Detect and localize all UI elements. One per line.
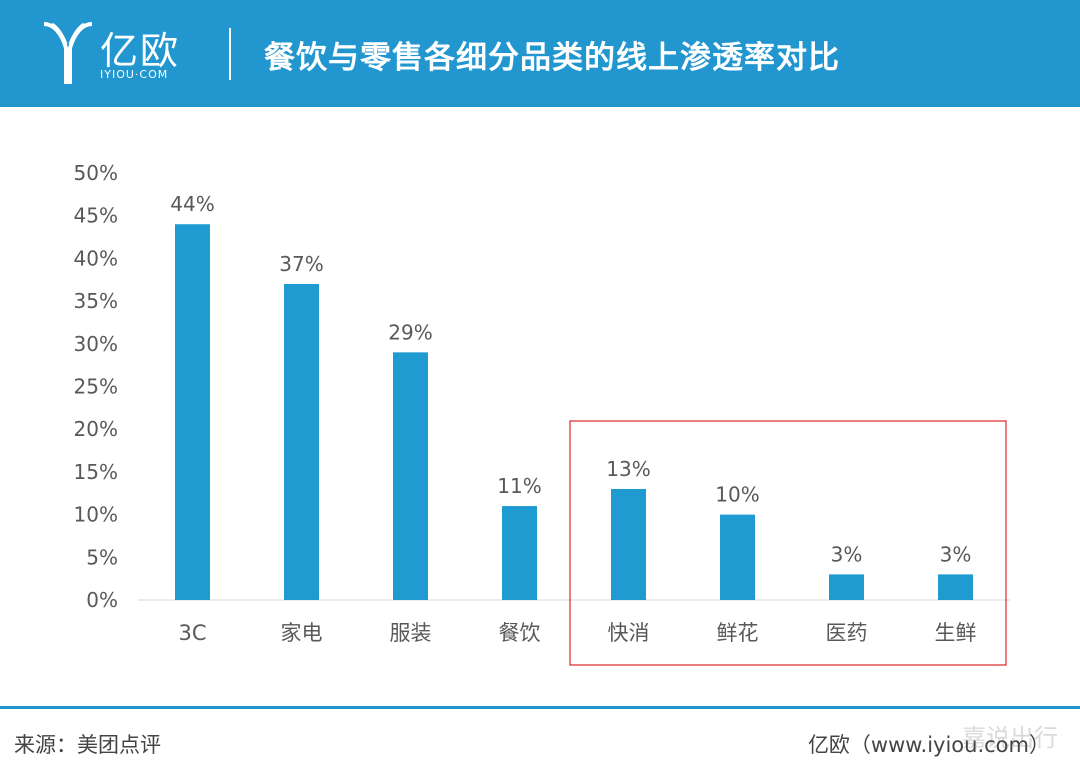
category-labels-group: 3C 家电 服装 餐饮 快消 鲜花 医药 生鲜 (178, 621, 976, 645)
data-label: 10% (715, 483, 759, 507)
data-label: 3% (831, 542, 863, 566)
source-note: 来源：美团点评 (14, 733, 161, 757)
logo-domain: IYIOU·COM (100, 68, 169, 81)
footer-divider (0, 706, 1080, 709)
category-label: 医药 (826, 621, 868, 645)
credit-note: 亿欧（www.iyiou.com） (807, 733, 1050, 757)
bar-chart: 0% 5% 10% 15% 20% 25% 30% 35% 40% 45% 50% 44% 37% 29… (74, 161, 1010, 666)
header-divider (229, 28, 231, 80)
y-tick-label: 25% (74, 375, 118, 399)
category-label: 鲜花 (717, 621, 759, 645)
data-label: 37% (279, 252, 323, 276)
y-tick-label: 35% (74, 289, 118, 313)
logo-name: 亿欧 (100, 29, 181, 73)
category-label: 生鲜 (935, 621, 977, 645)
data-label: 29% (388, 320, 432, 344)
data-labels-group: 44% 37% 29% 11% 13% 10% 3% 3% (170, 192, 971, 566)
bars-group (175, 224, 973, 600)
category-label: 餐饮 (499, 621, 541, 645)
y-tick-label: 50% (74, 161, 118, 185)
y-tick-label: 0% (86, 588, 118, 612)
data-label: 44% (170, 192, 214, 216)
y-tick-label: 30% (74, 332, 118, 356)
highlight-box (569, 420, 1007, 666)
bar (611, 488, 646, 600)
category-label: 3C (178, 621, 206, 645)
data-label: 11% (497, 474, 541, 498)
bar (502, 506, 537, 600)
y-tick-label: 10% (74, 503, 118, 527)
y-tick-label: 40% (74, 246, 118, 270)
category-label: 快消 (608, 621, 650, 645)
y-tick-label: 5% (86, 545, 118, 569)
y-tick-label: 20% (74, 417, 118, 441)
bar (720, 514, 755, 600)
category-label: 家电 (281, 621, 323, 645)
logo-y-icon (43, 22, 93, 84)
watermark: 嘉说出行 (962, 724, 1058, 752)
y-tick-label: 45% (74, 204, 118, 228)
brand-logo: 亿欧 IYIOU·COM (42, 18, 192, 88)
chart-title: 餐饮与零售各细分品类的线上渗透率对比 (264, 40, 840, 76)
bar (393, 352, 428, 600)
bar (938, 574, 973, 600)
y-axis: 0% 5% 10% 15% 20% 25% 30% 35% 40% 45% 50% (74, 161, 118, 612)
header-banner: 亿欧 IYIOU·COM 餐饮与零售各细分品类的线上渗透率对比 (0, 0, 1080, 107)
data-label: 3% (940, 542, 972, 566)
bar (175, 224, 210, 600)
data-label: 13% (606, 457, 650, 481)
bar (284, 284, 319, 600)
category-label: 服装 (390, 621, 432, 645)
bar (829, 574, 864, 600)
y-tick-label: 15% (74, 460, 118, 484)
